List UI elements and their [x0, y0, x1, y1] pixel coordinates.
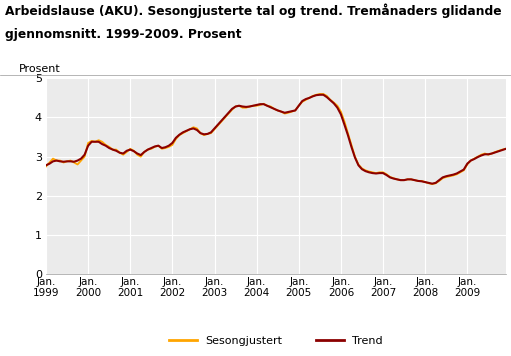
Text: Arbeidslause (AKU). Sesongjusterte tal og trend. Tremånaders glidande: Arbeidslause (AKU). Sesongjusterte tal o…: [5, 4, 502, 18]
Text: Prosent: Prosent: [18, 64, 60, 74]
Legend: Sesongjustert, Trend: Sesongjustert, Trend: [165, 332, 387, 351]
Text: gjennomsnitt. 1999-2009. Prosent: gjennomsnitt. 1999-2009. Prosent: [5, 28, 242, 42]
